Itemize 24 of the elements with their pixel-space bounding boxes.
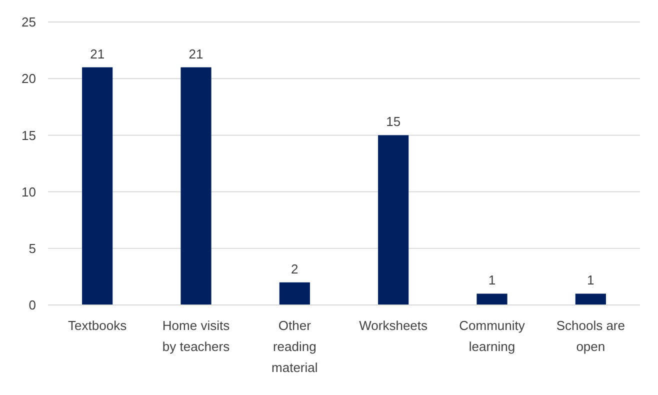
y-tick-label: 0 xyxy=(28,298,36,313)
y-tick-label: 10 xyxy=(22,184,36,200)
bar xyxy=(82,67,113,305)
bar xyxy=(378,135,409,305)
y-tick-label: 25 xyxy=(22,14,36,30)
data-label: 1 xyxy=(587,272,594,288)
x-tick-label: Schools are open xyxy=(556,318,625,354)
x-tick-label: Worksheets xyxy=(359,318,428,333)
bar xyxy=(575,294,606,305)
bar xyxy=(476,294,508,305)
data-label: 2 xyxy=(291,261,298,276)
x-tick-label: Textbooks xyxy=(68,318,128,333)
data-label: 15 xyxy=(386,114,401,130)
x-tick-label: Community learning xyxy=(459,318,526,354)
data-label: 1 xyxy=(488,272,496,288)
x-tick-label: Home visits by teachers xyxy=(162,318,230,354)
y-tick-label: 5 xyxy=(28,240,36,256)
bar xyxy=(180,67,212,305)
data-label: 21 xyxy=(90,46,105,62)
bar xyxy=(279,282,310,305)
data-label: 21 xyxy=(188,46,204,62)
y-tick-label: 15 xyxy=(22,128,36,143)
y-tick-label: 20 xyxy=(22,71,36,86)
x-tick-label: Other reading material xyxy=(272,318,318,375)
